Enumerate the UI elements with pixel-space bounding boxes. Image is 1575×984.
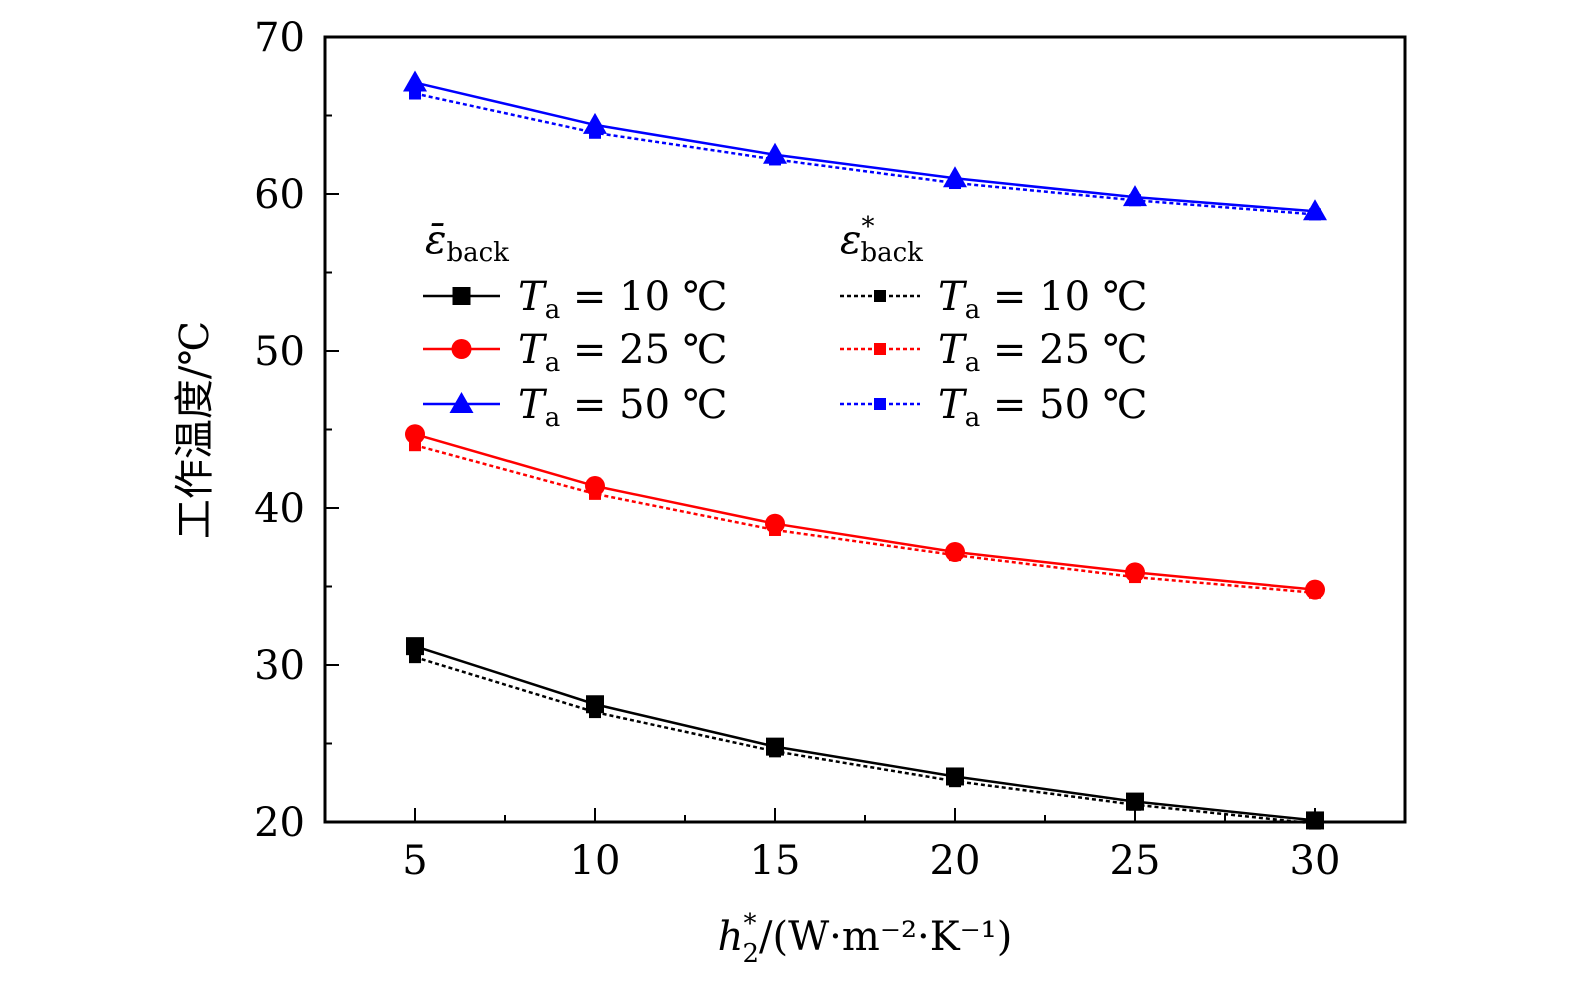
series-1-point-3	[945, 541, 965, 562]
series-0-point-4	[1126, 792, 1144, 811]
series-1-point-2	[765, 513, 785, 534]
series-0-point-3	[946, 767, 964, 786]
x-tick-label-3: 20	[930, 838, 981, 884]
legend-label-1: Ta = 25 ℃	[518, 327, 728, 378]
legend-rows: Ta = 10 ℃Ta = 25 ℃Ta = 50 ℃Ta = 10 ℃Ta =…	[423, 274, 1148, 433]
x-axis-label: h* 2/(W·m⁻²·K⁻¹)	[718, 909, 1013, 969]
series-3	[409, 651, 1321, 830]
legend-entry-5: Ta = 50 ℃	[840, 382, 1148, 433]
series-0-point-2	[766, 737, 784, 756]
series-2-point-2	[763, 142, 787, 164]
series-2-point-5	[1303, 199, 1327, 221]
legend-marker-2	[449, 392, 474, 413]
legend-entry-1: Ta = 25 ℃	[423, 327, 728, 378]
series-line-5	[414, 92, 1316, 216]
legend-label-4: Ta = 25 ℃	[938, 327, 1148, 378]
legend-header-star-emissivity: ε* back	[840, 212, 923, 268]
legend-marker-5	[874, 398, 886, 410]
legend-marker-4	[874, 343, 886, 355]
series-0-point-1	[586, 695, 604, 714]
y-tick-label-3: 50	[254, 329, 305, 375]
x-tick-label-4: 25	[1110, 838, 1161, 884]
legend-header-mean-emissivity: ε̄back	[425, 217, 509, 268]
series-layer	[403, 70, 1327, 830]
y-tick-label-4: 60	[254, 172, 305, 218]
y-tick-label-1: 30	[254, 643, 305, 689]
y-tick-label-5: 70	[254, 15, 305, 61]
legend-entry-2: Ta = 50 ℃	[423, 382, 728, 433]
plot-frame	[323, 35, 1407, 824]
series-1-point-5	[1305, 579, 1325, 600]
legend-label-3: Ta = 10 ℃	[938, 274, 1148, 325]
x-tick-label-5: 30	[1290, 838, 1341, 884]
legend-label-5: Ta = 50 ℃	[938, 382, 1148, 433]
series-0-point-5	[1306, 811, 1324, 830]
x-tick-label-2: 15	[750, 838, 801, 884]
legend-marker-1	[451, 339, 472, 359]
series-line-3	[414, 655, 1316, 825]
series-line-0	[414, 644, 1316, 822]
series-1-point-0	[405, 424, 425, 445]
legend-entry-4: Ta = 25 ℃	[840, 327, 1148, 378]
x-tick-label-1: 10	[570, 838, 621, 884]
series-2	[403, 70, 1327, 221]
legend-marker-0	[452, 287, 471, 305]
axis-ticks: 5 10 15 20 25 30 20 30 40 50 60 70	[254, 15, 1340, 884]
series-line-4	[414, 443, 1316, 595]
series-4	[409, 439, 1321, 599]
series-2-point-0	[403, 70, 427, 92]
legend-marker-3	[874, 290, 886, 302]
y-tick-label-0: 20	[254, 800, 305, 846]
y-tick-label-2: 40	[254, 486, 305, 532]
series-line-2	[414, 81, 1316, 213]
series-1-point-1	[585, 476, 605, 497]
y-axis-label: 工作温度/℃	[172, 321, 218, 539]
series-2-point-1	[583, 112, 607, 134]
legend-entry-0: Ta = 10 ℃	[423, 274, 728, 325]
legend-label-0: Ta = 10 ℃	[518, 274, 728, 325]
series-line-1	[414, 433, 1316, 591]
series-1	[405, 424, 1325, 600]
series-0	[406, 637, 1324, 830]
legend-label-2: Ta = 50 ℃	[518, 382, 728, 433]
legend-entry-3: Ta = 10 ℃	[840, 274, 1148, 325]
legend: ε̄back ε* back Ta = 10 ℃Ta = 25 ℃Ta = 50 …	[423, 212, 1148, 433]
series-0-point-0	[406, 637, 424, 656]
series-2-point-3	[943, 166, 967, 188]
series-2-point-4	[1123, 185, 1147, 207]
series-1-point-4	[1125, 562, 1145, 583]
x-tick-label-0: 5	[402, 838, 427, 884]
